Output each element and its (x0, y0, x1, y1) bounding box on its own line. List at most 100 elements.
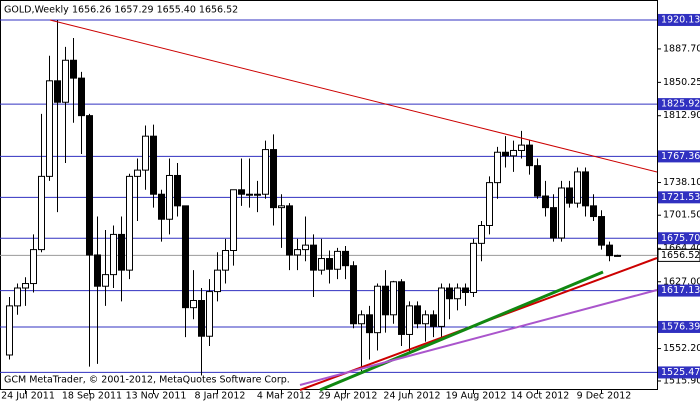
level-label: 1675.70 (661, 233, 700, 244)
candle-body (430, 314, 437, 327)
candle-body (366, 314, 373, 334)
candle-body (350, 265, 357, 325)
level-label: 1576.39 (661, 321, 700, 332)
candle-body (14, 287, 21, 307)
price-tag (657, 248, 700, 262)
price-label: 1656.52 (661, 250, 700, 261)
y-tick-label: 1812.90 (663, 110, 700, 121)
candle-body (294, 249, 301, 256)
plot-frame (0, 0, 658, 390)
candle-body (318, 258, 325, 271)
level-tag (658, 150, 700, 163)
candle-body (494, 151, 501, 184)
candle-body (126, 175, 133, 271)
candle-body (38, 175, 45, 251)
chart-title: GOLD,Weekly (4, 5, 69, 16)
candle-body (190, 300, 197, 309)
trendline (319, 270, 604, 392)
candle-body (478, 224, 485, 244)
candle-body (406, 305, 413, 335)
candle-body (6, 305, 13, 356)
candle-body (78, 77, 85, 117)
candle-body (214, 269, 221, 293)
candle-body (94, 254, 101, 287)
y-tick-label: 1701.50 (663, 210, 700, 221)
candle-body (118, 233, 125, 271)
watermark: GCM MetaTrader, © 2001-2012, MetaQuotes … (4, 375, 290, 386)
level-label: 1617.13 (661, 285, 700, 296)
x-tick-label: 19 Aug 2012 (446, 391, 507, 402)
candle-body (534, 165, 541, 197)
candle-body (374, 285, 381, 334)
candle-body (398, 281, 405, 335)
candle-body (422, 314, 429, 325)
y-tick-label: 1850.25 (663, 77, 700, 88)
candle-body (238, 189, 245, 195)
candle-body (574, 171, 581, 204)
candle-body (326, 258, 333, 270)
level-label: 1525.47 (661, 367, 700, 378)
candle-body (246, 193, 253, 196)
x-tick-label: 4 Mar 2012 (257, 391, 311, 402)
candle-body (198, 300, 205, 337)
candle-body (518, 144, 525, 151)
level-tag (658, 320, 700, 333)
candle-body (206, 291, 213, 337)
candle-body (438, 287, 445, 327)
x-tick-label: 18 Sep 2011 (62, 391, 122, 402)
level-tag (658, 191, 700, 204)
x-tick-label: 13 Nov 2011 (126, 391, 187, 402)
candle-body (286, 205, 293, 256)
candle-body (550, 207, 557, 239)
candle-body (310, 244, 317, 271)
y-tick-label: 1627.00 (663, 276, 700, 287)
candle-body (230, 189, 237, 251)
candle-body (566, 187, 573, 204)
candle-body (390, 281, 397, 316)
candle-body (486, 182, 493, 226)
candle-body (46, 80, 53, 177)
candle-body (54, 80, 61, 103)
candle-body (342, 250, 349, 267)
header-values: 1656.26 1657.29 1655.40 1656.52 (72, 5, 238, 16)
candle-body (150, 135, 157, 195)
candle-body (278, 205, 285, 209)
x-tick-label: 9 Dec 2012 (577, 391, 632, 402)
candle-body (86, 115, 93, 256)
level-tag (658, 98, 700, 111)
level-tag (658, 366, 700, 379)
candle-body (166, 174, 173, 220)
candle-body (614, 254, 621, 257)
level-tag (658, 13, 700, 26)
candle-body (446, 287, 453, 300)
y-tick-label: 1664.40 (663, 243, 700, 254)
level-label: 1920.13 (661, 14, 700, 25)
y-tick-label: 1738.10 (663, 177, 700, 188)
candle-body (102, 274, 109, 287)
candle-body (526, 144, 533, 167)
y-tick-label: 1552.20 (663, 343, 700, 354)
trendline (299, 289, 658, 386)
level-label: 1767.36 (661, 151, 700, 162)
candle-body (134, 169, 141, 177)
candle-body (70, 59, 77, 79)
candle-body (502, 151, 509, 157)
candle-body (158, 193, 165, 220)
level-tag (658, 284, 700, 297)
candle-body (110, 233, 117, 276)
candle-body (254, 193, 261, 196)
candle-body (454, 287, 461, 300)
candle-body (30, 249, 37, 285)
candle-body (542, 195, 549, 209)
level-tag (658, 232, 700, 245)
candle-body (414, 305, 421, 325)
x-tick-label: 8 Jan 2012 (195, 391, 246, 402)
candle-body (22, 283, 29, 289)
candle-body (334, 250, 341, 270)
candle-body (582, 171, 589, 207)
level-label: 1825.92 (661, 99, 700, 110)
level-label: 1721.53 (661, 192, 700, 203)
candle-body (222, 249, 229, 271)
candle-body (606, 244, 613, 257)
candle-body (590, 205, 597, 218)
